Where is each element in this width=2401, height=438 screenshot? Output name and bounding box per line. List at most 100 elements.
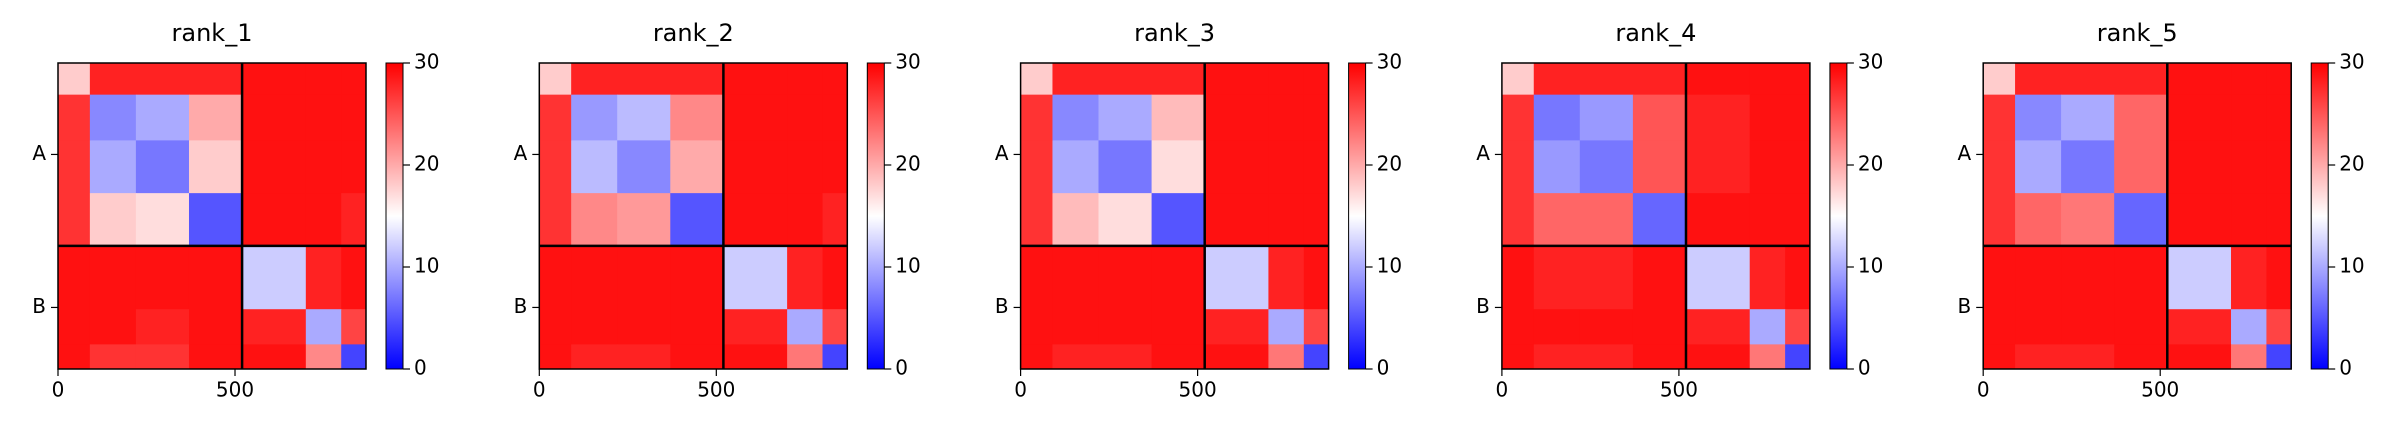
y-tick-label: A: [514, 141, 528, 165]
colorbar-tick-label: 20: [1377, 152, 1402, 176]
heatmap-cell: [822, 193, 848, 247]
heatmap-cell: [2266, 193, 2292, 247]
heatmap-cell: [787, 63, 824, 96]
heatmap-cell: [670, 94, 724, 141]
heatmap-cell: [1685, 94, 1751, 141]
heatmap-cell: [1204, 63, 1269, 96]
heatmap-cell: [1749, 193, 1786, 247]
colorbar-tick-label: 20: [895, 152, 920, 176]
heatmap-cell: [1533, 193, 1581, 247]
heatmap-cell: [341, 94, 367, 141]
heatmap-cell: [242, 193, 307, 247]
panel-title: rank_5: [2097, 19, 2178, 47]
heatmap-cell: [242, 344, 307, 370]
heatmap-cell: [58, 140, 91, 194]
x-tick-label: 500: [216, 378, 254, 402]
heatmap-cell: [1204, 245, 1269, 310]
heatmap-cell: [617, 94, 671, 141]
heatmap-cell: [723, 309, 788, 345]
heatmap-cell: [1020, 140, 1053, 194]
heatmap-cell: [1052, 94, 1099, 141]
heatmap-cell: [58, 94, 91, 141]
heatmap-cell: [1052, 344, 1099, 370]
heatmap-cell: [1151, 63, 1206, 96]
heatmap-cell: [1685, 309, 1751, 345]
heatmap-cell: [2015, 245, 2062, 310]
heatmap-cell: [670, 309, 724, 345]
heatmap-cell: [539, 309, 572, 345]
heatmap-cell: [2061, 344, 2115, 370]
heatmap-cell: [723, 193, 788, 247]
heatmap-cell: [1303, 245, 1330, 310]
heatmap-cell: [1268, 193, 1305, 247]
heatmap-cell: [1204, 193, 1269, 247]
heatmap-cell: [2266, 245, 2292, 310]
heatmap-cell: [341, 245, 367, 310]
heatmap-cell: [2167, 140, 2232, 194]
heatmap-cell: [787, 193, 824, 247]
heatmap-cell: [2266, 94, 2292, 141]
heatmap-cell: [2266, 344, 2292, 370]
heatmap-cell: [617, 245, 671, 310]
heatmap-cell: [1749, 245, 1786, 310]
heatmap-cell: [1579, 309, 1634, 345]
heatmap-cell: [617, 309, 671, 345]
heatmap-cell: [1685, 245, 1751, 310]
heatmap-cell: [723, 63, 788, 96]
heatmap-cell: [2061, 309, 2115, 345]
y-tick-label: A: [1958, 141, 1972, 165]
heatmap-cell: [1501, 63, 1535, 96]
colorbar-tick-label: 10: [1377, 254, 1402, 278]
plot-frame: [57, 62, 367, 370]
heatmap-cell: [135, 344, 190, 370]
colorbar: [1829, 62, 1848, 370]
y-tick-label: B: [32, 294, 46, 318]
heatmap-cell: [2114, 344, 2168, 370]
heatmap-cell: [1632, 344, 1687, 370]
heatmap-cell: [89, 344, 137, 370]
colorbar-tick-label: 30: [2339, 50, 2364, 74]
heatmap-cell: [135, 193, 190, 247]
heatmap-cell: [1052, 309, 1099, 345]
heatmap-cell: [571, 140, 618, 194]
heatmap-cell: [2061, 94, 2115, 141]
heatmap-cell: [1151, 140, 1206, 194]
heatmap-cell: [305, 309, 342, 345]
colorbar: [866, 62, 885, 370]
heatmap-cell: [89, 245, 137, 310]
heatmap-cell: [2114, 245, 2168, 310]
heatmap-cell: [617, 63, 671, 96]
plot-frame: [538, 62, 849, 370]
heatmap-cell: [1632, 193, 1687, 247]
heatmap-cell: [539, 193, 572, 247]
heatmap-cell: [822, 245, 848, 310]
heatmap-cell: [1151, 94, 1206, 141]
heatmap-cell: [2114, 309, 2168, 345]
heatmap-cell: [1151, 344, 1206, 370]
heatmap-cell: [571, 63, 618, 96]
heatmap-cell: [1579, 63, 1634, 96]
heatmap-cell: [1501, 344, 1535, 370]
heatmap-cell: [2061, 193, 2115, 247]
heatmap-cell: [341, 193, 367, 247]
colorbar-tick-label: 0: [1858, 356, 1871, 380]
heatmap-cell: [2231, 63, 2267, 96]
heatmap-cell: [571, 309, 618, 345]
heatmap-cell: [617, 140, 671, 194]
heatmap-cell: [1533, 94, 1581, 141]
y-tick-label: A: [995, 141, 1009, 165]
heatmap-cell: [135, 309, 190, 345]
y-tick-label: A: [32, 141, 46, 165]
heatmap-cell: [2167, 94, 2232, 141]
heatmap-cell: [135, 140, 190, 194]
heatmap-cell: [242, 94, 307, 141]
x-tick-label: 500: [1660, 378, 1698, 402]
colorbar-tick-label: 0: [414, 356, 427, 380]
heatmap-cell: [2167, 63, 2232, 96]
x-tick-label: 0: [1496, 378, 1509, 402]
heatmap-cell: [305, 193, 342, 247]
heatmap-cell: [188, 309, 243, 345]
heatmap-cell: [571, 344, 618, 370]
heatmap-cell: [1785, 309, 1811, 345]
heatmap-cell: [1983, 140, 2016, 194]
